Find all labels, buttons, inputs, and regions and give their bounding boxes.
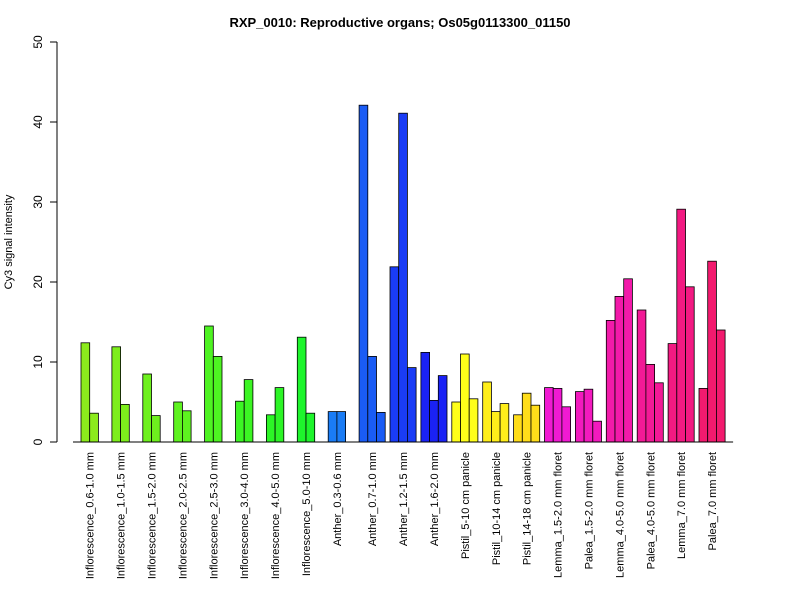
bar [398, 112, 408, 443]
category-label: Pistil_14-18 cm panicle [522, 452, 534, 565]
category-label: Lemma_4.0-5.0 mm floret [614, 452, 626, 578]
category-label: Anther_1.6-2.0 mm [429, 452, 441, 546]
bar [654, 382, 664, 443]
category-label: Palea_1.5-2.0 mm floret [583, 452, 595, 569]
bar [336, 411, 346, 443]
bars-layer [80, 104, 726, 443]
category-label: Lemma_1.5-2.0 mm floret [553, 452, 565, 578]
y-tick-label: 50 [31, 35, 45, 49]
bar [636, 309, 647, 443]
category-label: Inflorescence_4.0-5.0 mm [270, 452, 282, 579]
bar [212, 355, 223, 443]
y-tick-label: 20 [31, 275, 45, 289]
bar [614, 295, 625, 443]
bar [482, 381, 492, 443]
bar [544, 387, 554, 443]
bar [583, 388, 594, 443]
bar [274, 387, 285, 443]
category-label: Lemma_7.0 mm floret [676, 452, 688, 559]
category-label: Palea_7.0 mm floret [707, 452, 719, 550]
bar [367, 355, 377, 443]
bar [575, 391, 585, 443]
bar [406, 367, 417, 443]
bar [358, 104, 369, 443]
bar [521, 392, 532, 443]
bar [645, 363, 656, 443]
bar [296, 336, 307, 443]
bar [420, 351, 430, 443]
bar [592, 420, 602, 443]
category-label: Inflorescence_5.0-10 mm [301, 452, 313, 576]
bar [173, 401, 183, 443]
y-tick-label: 10 [31, 355, 45, 369]
bar [305, 412, 316, 443]
bar [605, 319, 616, 443]
y-tick-label: 0 [31, 438, 45, 445]
bar [376, 411, 386, 443]
chart-title: RXP_0010: Reproductive organs; Os05g0113… [229, 15, 570, 30]
bar [181, 410, 192, 443]
category-label: Inflorescence_2.5-3.0 mm [208, 452, 220, 579]
bar [530, 404, 541, 443]
bar [142, 373, 152, 443]
category-label: Inflorescence_1.0-1.5 mm [116, 452, 128, 579]
category-label: Inflorescence_0.6-1.0 mm [85, 452, 97, 579]
bar [265, 414, 276, 443]
bar [499, 403, 510, 443]
bar [460, 353, 470, 443]
y-tick-label: 30 [31, 195, 45, 209]
category-label: Anther_0.7-1.0 mm [367, 452, 379, 546]
bar [667, 343, 678, 443]
bar [716, 329, 726, 443]
bar [451, 401, 461, 443]
bar [243, 379, 254, 443]
y-axis-title: Cy3 signal intensity [3, 194, 15, 289]
category-label: Pistil_10-14 cm panicle [491, 452, 503, 565]
category-label: Inflorescence_3.0-4.0 mm [239, 452, 251, 579]
category-label: Palea_4.0-5.0 mm floret [645, 452, 657, 569]
bar [468, 398, 479, 443]
bar [707, 260, 717, 443]
bar [623, 278, 633, 443]
category-label: Inflorescence_1.5-2.0 mm [147, 452, 159, 579]
bar [561, 406, 572, 443]
y-axis: 0 10 20 30 40 50 [31, 35, 734, 445]
bar [204, 325, 214, 443]
category-label: Pistil_5-10 cm panicle [460, 452, 472, 559]
bar [80, 342, 91, 443]
category-label: Anther_0.3-0.6 mm [332, 452, 344, 546]
bar [552, 387, 563, 443]
bar [111, 346, 122, 443]
category-labels: Inflorescence_0.6-1.0 mm Inflorescence_1.… [85, 452, 719, 579]
bar [490, 411, 501, 443]
bar [235, 400, 245, 443]
bar [151, 415, 161, 443]
bar [513, 414, 523, 443]
bar [437, 375, 448, 443]
bar [389, 266, 400, 443]
category-label: Inflorescence_2.0-2.5 mm [177, 452, 189, 579]
bar [698, 387, 709, 443]
bar [676, 208, 686, 443]
bar [120, 403, 130, 443]
bar [327, 411, 338, 443]
y-tick-label: 40 [31, 115, 45, 129]
bar [685, 286, 695, 443]
bar [89, 412, 99, 443]
category-label: Anther_1.2-1.5 mm [398, 452, 410, 546]
bar [429, 399, 439, 443]
